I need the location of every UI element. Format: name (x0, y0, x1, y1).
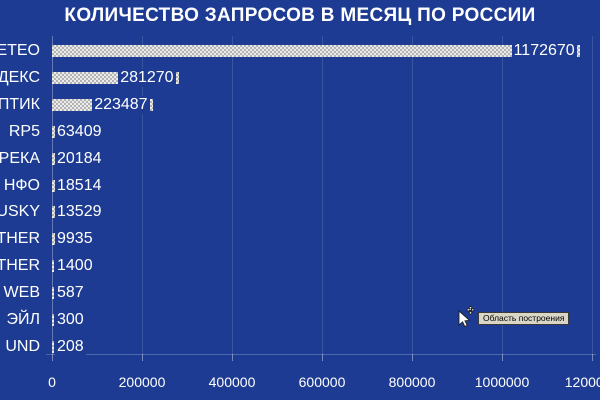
x-axis-tick-mark (232, 354, 233, 361)
category-label[interactable]: ПТИК (0, 95, 40, 113)
x-axis-tick-mark (412, 354, 413, 361)
value-label[interactable]: 208 (55, 337, 86, 356)
x-axis-tick-mark (52, 354, 53, 361)
y-axis-line (52, 36, 53, 354)
x-axis-tick-label[interactable]: 1200000 (564, 374, 600, 390)
value-label[interactable]: 63409 (55, 122, 104, 141)
value-label[interactable]: 9935 (55, 230, 95, 249)
x-axis-tick-mark (142, 354, 143, 361)
x-axis-tick-mark (502, 354, 503, 361)
value-label[interactable]: 1172670 (511, 42, 577, 60)
category-label[interactable]: ЭЙЛ (6, 311, 41, 328)
arrow-pointer-icon (458, 309, 471, 328)
category-label[interactable]: THER (0, 257, 40, 275)
x-axis-tick-label[interactable]: 800000 (388, 374, 436, 390)
bar[interactable] (52, 45, 580, 57)
move-arrows-icon (466, 305, 475, 316)
gridline (322, 36, 323, 354)
bar[interactable] (52, 340, 54, 353)
value-label[interactable]: 1400 (55, 257, 95, 276)
gridline (232, 36, 233, 354)
category-label[interactable]: UND (5, 337, 40, 355)
category-label[interactable]: RP5 (8, 122, 40, 140)
category-label[interactable]: THER (0, 230, 40, 248)
category-label[interactable]: USKY (0, 203, 40, 221)
bar[interactable] (52, 314, 54, 326)
value-label[interactable]: 18514 (55, 176, 104, 195)
category-label[interactable]: ЕТЕО (0, 42, 40, 59)
bar[interactable] (52, 233, 57, 246)
value-label[interactable]: 281270 (118, 68, 176, 87)
x-axis-tick-label[interactable]: 400000 (208, 374, 256, 390)
gridline (412, 36, 413, 354)
category-label[interactable]: WEB (3, 284, 40, 302)
value-label[interactable]: 223487 (92, 95, 150, 114)
bar[interactable] (52, 260, 54, 273)
plot-area-tooltip: Область построения (478, 312, 570, 325)
x-axis-tick-mark (592, 354, 593, 361)
x-axis-tick-label[interactable]: 200000 (118, 374, 166, 390)
category-label[interactable]: ДЕКС (0, 68, 40, 86)
gridline (502, 36, 503, 354)
x-axis-tick-label[interactable]: 0 (48, 374, 56, 390)
chart-title[interactable]: КОЛИЧЕСТВО ЗАПРОСОВ В МЕСЯЦ ПО РОССИИ (64, 5, 536, 26)
value-label[interactable]: 587 (55, 284, 86, 303)
gridline (142, 36, 143, 354)
gridline (592, 36, 593, 354)
category-label[interactable]: РЕКА (0, 149, 40, 167)
x-axis-tick-label[interactable]: 600000 (298, 374, 346, 390)
bar[interactable] (52, 287, 54, 300)
x-axis-line (46, 354, 596, 355)
category-label[interactable]: НФО (3, 176, 40, 194)
value-label[interactable]: 300 (55, 311, 86, 329)
value-label[interactable]: 20184 (55, 149, 104, 168)
x-axis-tick-mark (322, 354, 323, 361)
x-axis-tick-label[interactable]: 1000000 (474, 374, 530, 390)
value-label[interactable]: 13529 (55, 203, 104, 222)
move-cursor-icon (455, 305, 477, 332)
